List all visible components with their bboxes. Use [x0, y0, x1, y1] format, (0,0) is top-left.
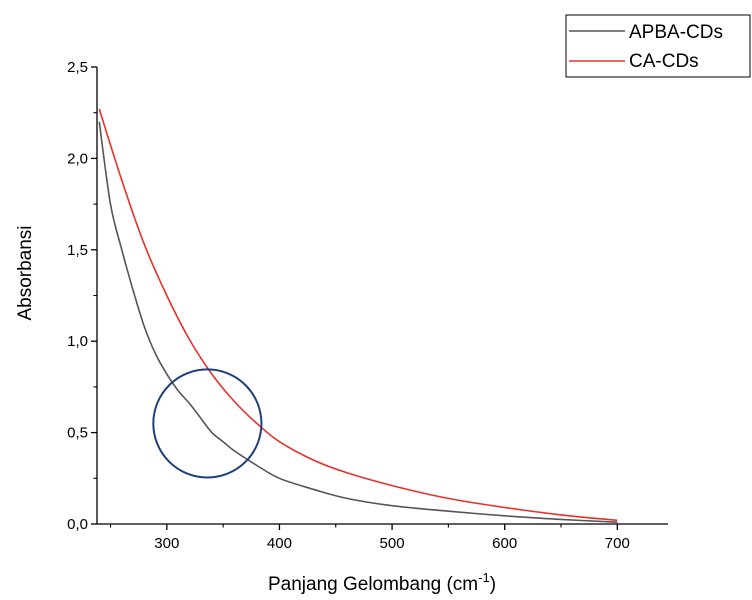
axes [96, 67, 668, 525]
y-axis-title: Absorbansi [15, 225, 36, 320]
ticks: 300 400 500 600 700 0,0 0,5 1,0 1,5 2,0 2,5 [67, 59, 630, 552]
legend-label-ca-cds: CA-CDs [629, 51, 699, 72]
legend-label-apba-cds: APBA-CDs [629, 22, 723, 43]
y-tick-label: 2,0 [67, 150, 88, 167]
series-line-ca-cds [98, 108, 618, 522]
x-axis-title: Panjang Gelombang (cm-1) [268, 570, 496, 595]
x-tick-label: 500 [380, 535, 405, 552]
y-tick-label: 1,5 [67, 242, 88, 259]
x-axis-title-superscript: -1 [478, 570, 490, 585]
series-line-apba-cds [98, 121, 618, 523]
y-tick-label: 0,5 [67, 425, 88, 442]
annotation-layer [152, 368, 263, 479]
x-tick-label: 700 [605, 535, 630, 552]
y-tick-label: 2,5 [67, 59, 88, 76]
annotation-circle [152, 368, 263, 479]
x-tick-label: 300 [154, 535, 179, 552]
x-axis-title-main: Panjang Gelombang (cm [268, 574, 478, 595]
x-tick-label: 600 [492, 535, 517, 552]
x-axis-title-end: ) [490, 574, 496, 595]
legend-box [565, 14, 751, 78]
x-tick-label: 400 [267, 535, 292, 552]
y-tick-label: 1,0 [67, 333, 88, 350]
series-layer [98, 108, 618, 523]
legend: APBA-CDs CA-CDs [565, 14, 751, 78]
y-tick-label: 0,0 [67, 516, 88, 533]
